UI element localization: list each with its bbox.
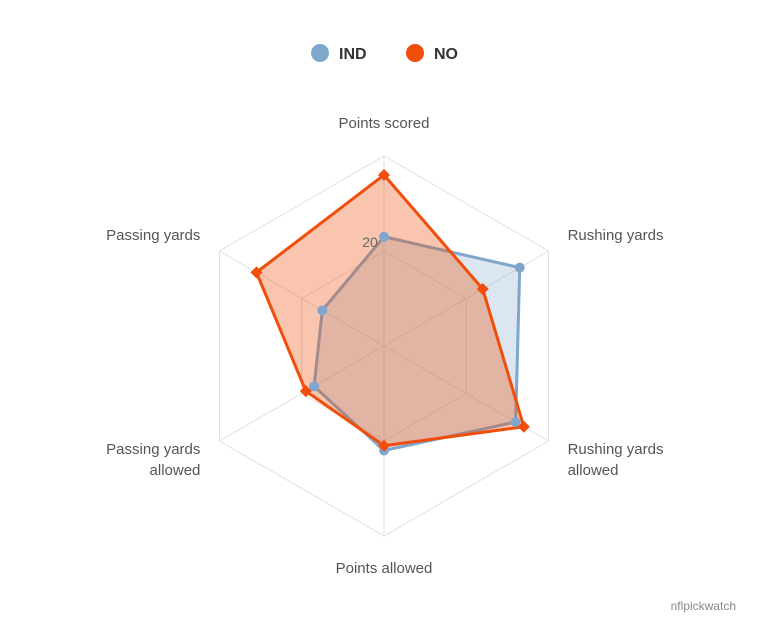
legend-marker-no[interactable] [406, 44, 424, 62]
data-point-no[interactable] [378, 169, 390, 181]
data-point-no[interactable] [476, 283, 489, 295]
legend-label-ind[interactable]: IND [339, 46, 367, 63]
data-point-no[interactable] [517, 420, 530, 433]
data-point-ind[interactable] [317, 305, 328, 316]
credit-text[interactable]: nflpickwatch [671, 599, 736, 613]
data-point-ind[interactable] [309, 381, 320, 392]
grid-spoke [219, 250, 385, 347]
legend-marker-ind[interactable] [311, 44, 329, 62]
data-point-no[interactable] [299, 385, 312, 398]
data-point-ind[interactable] [510, 417, 521, 427]
axis-label: Passing yards [106, 441, 200, 458]
axis-label: Points allowed [336, 560, 433, 577]
series-markers [250, 169, 530, 456]
axis-label: Rushing yards [568, 441, 664, 458]
series-area-no[interactable] [254, 173, 526, 448]
axis-label: allowed [568, 462, 619, 479]
data-point-no[interactable] [250, 266, 263, 279]
axis-label: allowed [150, 462, 201, 479]
radial-tick-label: 20 [362, 234, 378, 250]
data-point-ind[interactable] [379, 231, 389, 242]
axis-label: Rushing yards [568, 227, 664, 244]
axis-labels: Points scored Rushing yards Rushing yards a… [106, 115, 663, 577]
series-areas [254, 173, 526, 452]
data-point-ind[interactable] [514, 262, 525, 273]
legend: IND NO [311, 44, 458, 63]
axis-label: Passing yards [106, 227, 200, 244]
data-point-no[interactable] [378, 439, 390, 452]
legend-label-no[interactable]: NO [434, 46, 458, 63]
axis-label: Points scored [339, 115, 430, 132]
grid-spoke [219, 345, 385, 442]
